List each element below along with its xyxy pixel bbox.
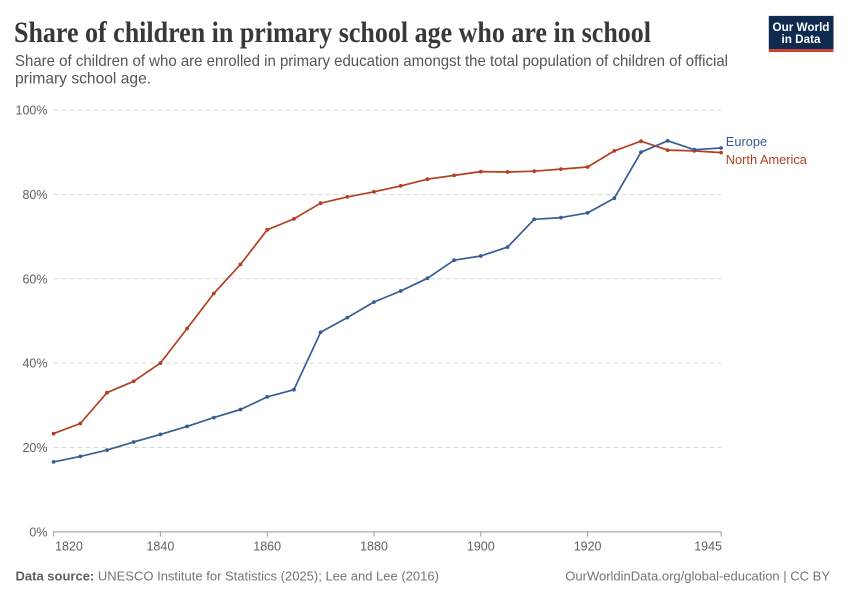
svg-text:0%: 0% [29,525,47,539]
svg-text:1880: 1880 [360,539,388,553]
svg-text:1920: 1920 [574,539,602,553]
svg-text:Share of children in primary s: Share of children in primary school age … [14,17,651,49]
svg-text:40%: 40% [22,357,47,371]
svg-text:1820: 1820 [55,539,83,553]
svg-text:Our World: Our World [773,21,830,34]
svg-text:1900: 1900 [467,539,495,553]
svg-text:60%: 60% [22,272,47,286]
svg-text:Share of children of who are e: Share of children of who are enrolled in… [15,53,728,70]
svg-text:1860: 1860 [253,539,281,553]
svg-text:80%: 80% [22,188,47,202]
svg-text:1945: 1945 [694,539,722,553]
svg-text:Data source: UNESCO Institute: Data source: UNESCO Institute for Statis… [16,568,439,583]
svg-text:100%: 100% [16,104,48,118]
svg-text:North America: North America [726,152,808,167]
svg-text:in Data: in Data [782,33,821,46]
svg-text:20%: 20% [22,441,47,455]
svg-text:Europe: Europe [726,134,767,149]
svg-text:1840: 1840 [146,539,174,553]
svg-text:primary school age.: primary school age. [15,71,151,88]
svg-text:OurWorldinData.org/global-educ: OurWorldinData.org/global-education | CC… [565,568,830,583]
